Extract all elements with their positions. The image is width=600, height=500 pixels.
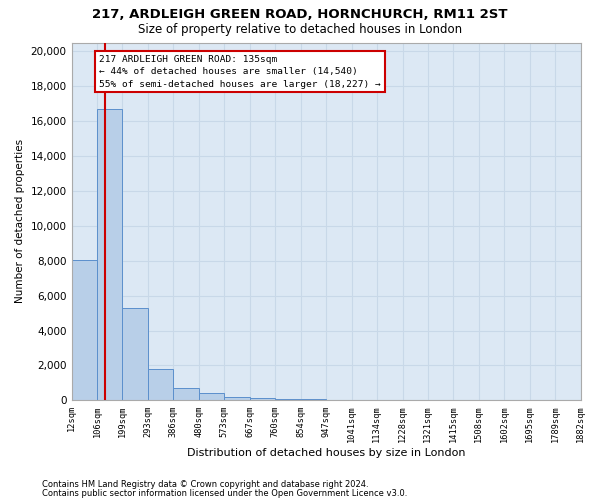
Text: Contains HM Land Registry data © Crown copyright and database right 2024.: Contains HM Land Registry data © Crown c… — [42, 480, 368, 489]
Bar — [97, 109, 122, 401]
X-axis label: Distribution of detached houses by size in London: Distribution of detached houses by size … — [187, 448, 465, 458]
Y-axis label: Number of detached properties: Number of detached properties — [15, 140, 25, 304]
Text: 217, ARDLEIGH GREEN ROAD, HORNCHURCH, RM11 2ST: 217, ARDLEIGH GREEN ROAD, HORNCHURCH, RM… — [92, 8, 508, 20]
Bar — [250, 398, 275, 400]
Bar — [71, 260, 97, 400]
Bar — [224, 397, 250, 400]
Bar — [199, 394, 224, 400]
Bar — [148, 369, 173, 400]
Text: Size of property relative to detached houses in London: Size of property relative to detached ho… — [138, 22, 462, 36]
Bar — [275, 399, 301, 400]
Text: Contains public sector information licensed under the Open Government Licence v3: Contains public sector information licen… — [42, 488, 407, 498]
Bar — [173, 388, 199, 400]
Bar — [122, 308, 148, 400]
Text: 217 ARDLEIGH GREEN ROAD: 135sqm
← 44% of detached houses are smaller (14,540)
55: 217 ARDLEIGH GREEN ROAD: 135sqm ← 44% of… — [99, 54, 381, 88]
